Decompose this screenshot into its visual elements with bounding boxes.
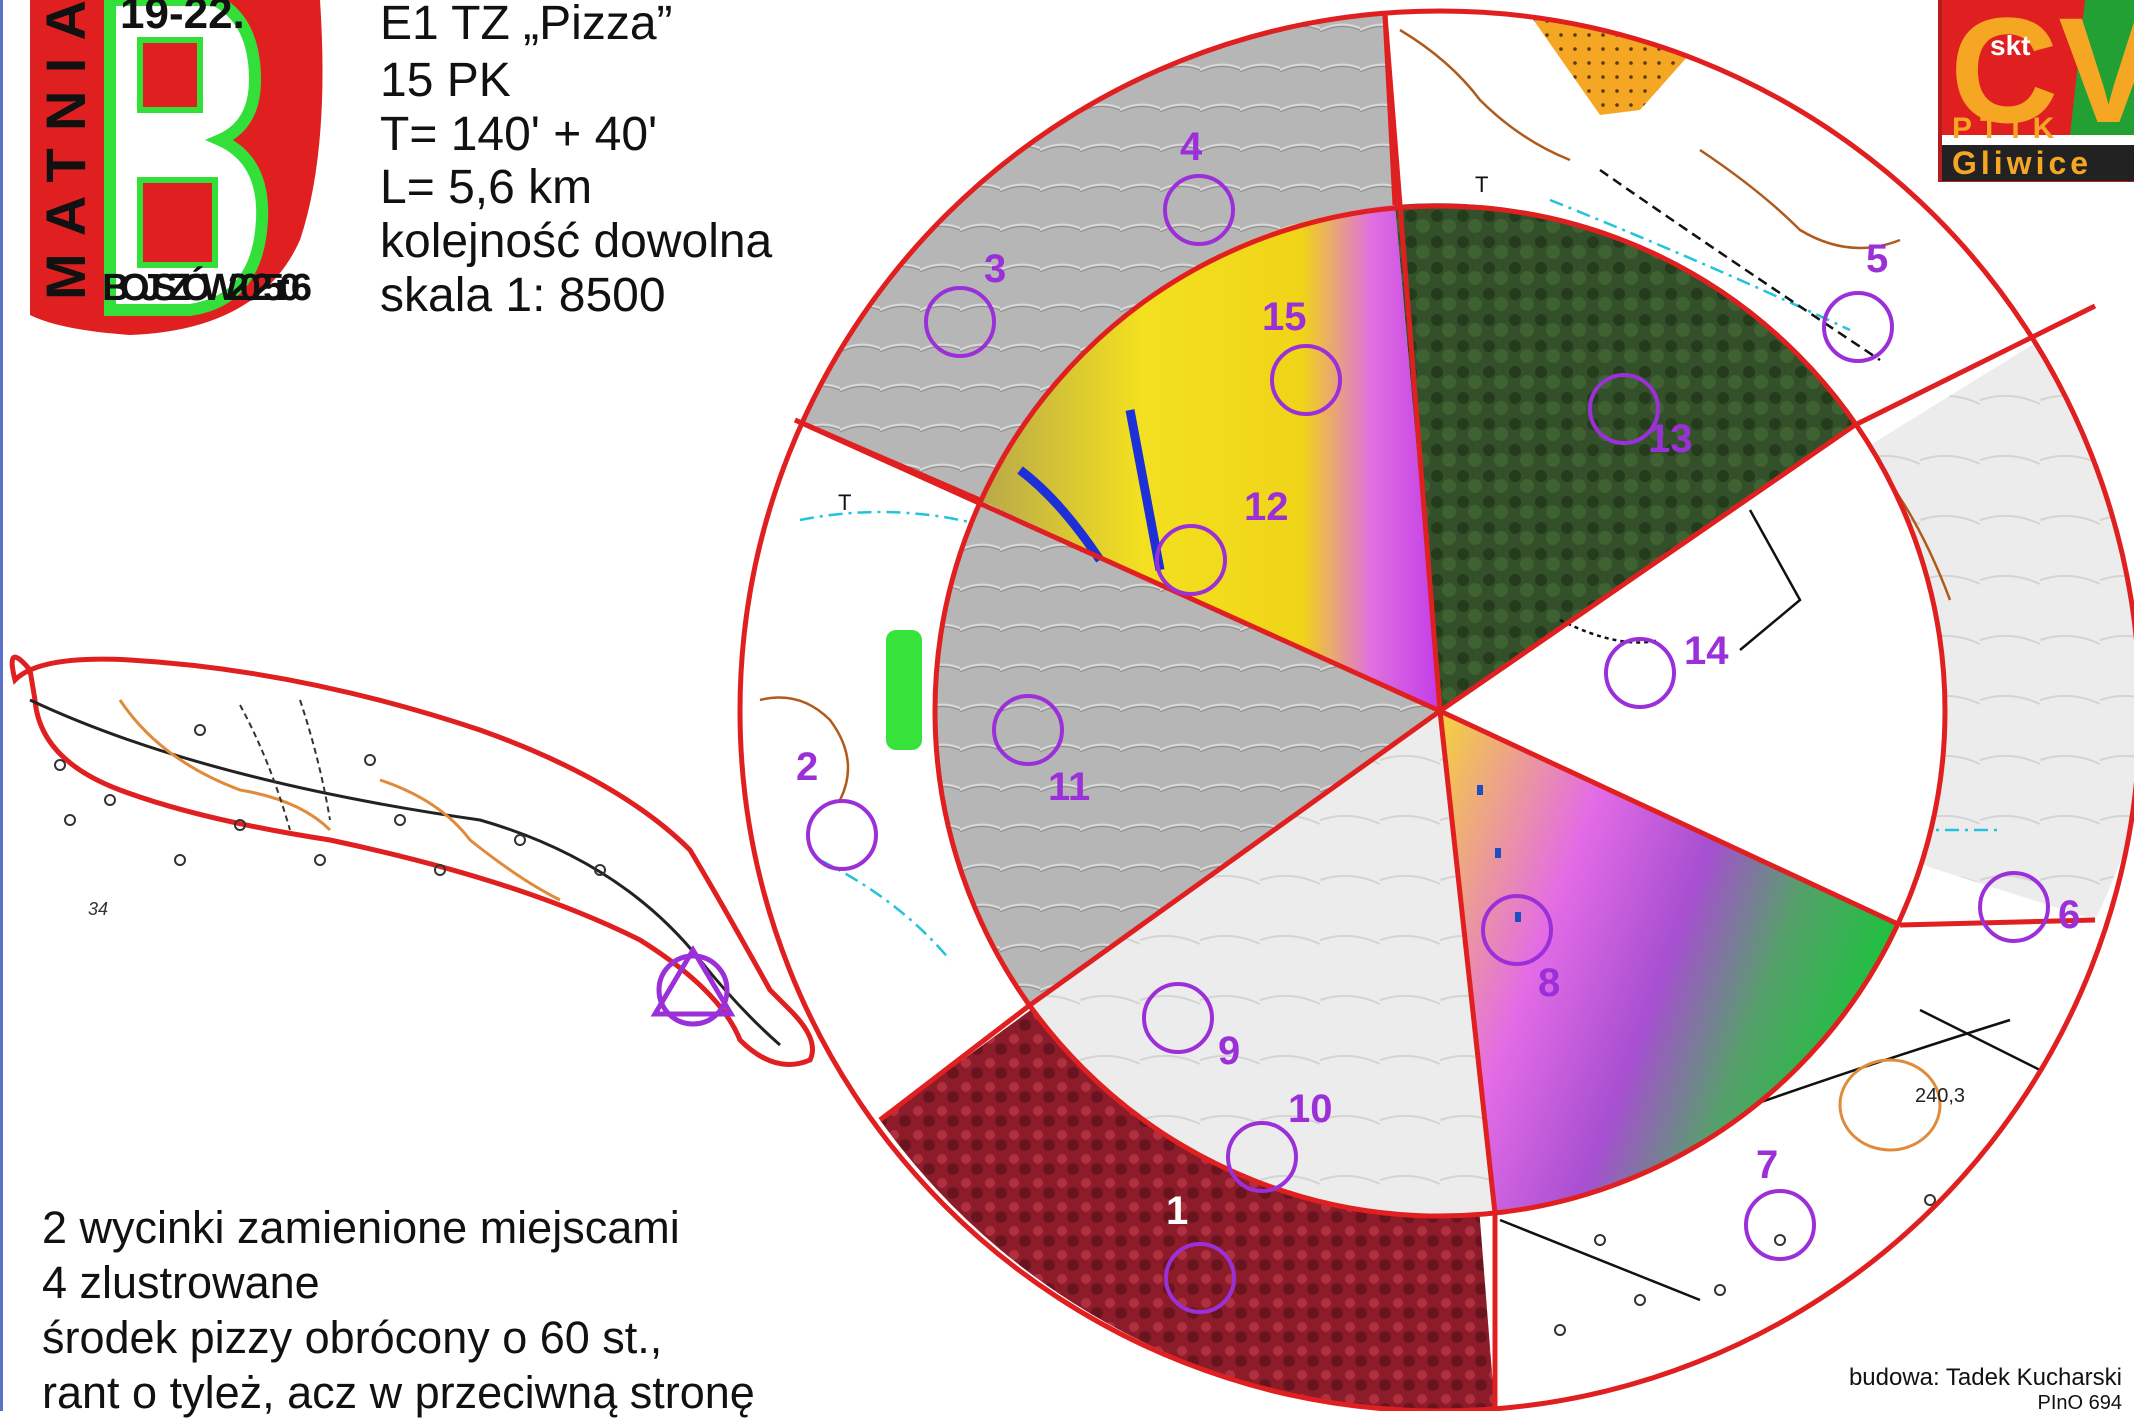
control-count: 15 PK xyxy=(380,54,511,107)
elevation-label: 240,3 xyxy=(1915,1085,1965,1107)
time-limit: T= 140' + 40' xyxy=(380,108,658,161)
control-number: 14 xyxy=(1684,629,1729,673)
control-number: 2 xyxy=(796,745,818,789)
logo-letters: CV xyxy=(1950,0,2134,154)
control-number: 1 xyxy=(1166,1189,1188,1233)
control-number: 15 xyxy=(1262,295,1307,339)
control-number: 10 xyxy=(1288,1087,1333,1131)
control-circle-1 xyxy=(1164,1242,1236,1314)
control-numbers: 1 2 3 4 5 6 7 8 9 10 11 12 13 14 15 xyxy=(796,125,2080,1233)
course-author: budowa: Tadek Kucharski xyxy=(1848,1364,2122,1391)
course-length: L= 5,6 km xyxy=(380,161,593,214)
control-circle-3 xyxy=(924,286,996,358)
start-triangle-icon xyxy=(650,945,736,1027)
logo-arc-text: BOJSZÓW2025r.06 xyxy=(102,265,312,309)
control-number: 7 xyxy=(1756,1143,1778,1187)
control-number: 8 xyxy=(1538,961,1560,1005)
logo-city: Gliwice xyxy=(1952,145,2092,181)
control-number: 13 xyxy=(1648,417,1693,461)
control-circle-10 xyxy=(1226,1121,1298,1193)
control-circle-2 xyxy=(806,799,878,871)
control-circle-15 xyxy=(1270,344,1342,416)
control-circle-8 xyxy=(1481,894,1553,966)
club-logo: CV skt PTTK Gliwice xyxy=(1938,0,2134,182)
frame-edge xyxy=(0,0,3,1411)
pizza-cut-lines xyxy=(737,8,2134,1411)
note-line: 4 zlustrowane xyxy=(42,1257,320,1308)
logo-small-text: skt xyxy=(1990,30,2030,61)
note-line: środek pizzy obrócony o 60 st., xyxy=(42,1312,663,1363)
control-number: 5 xyxy=(1866,237,1888,281)
control-points xyxy=(806,174,2050,1314)
control-circle-14 xyxy=(1604,637,1676,709)
control-number: 9 xyxy=(1218,1029,1240,1073)
control-number: 12 xyxy=(1244,485,1289,529)
handle-map: 34 xyxy=(9,654,815,1067)
logo-org: PTTK xyxy=(1952,112,2062,145)
control-number: 6 xyxy=(2058,893,2080,937)
map-scale: skala 1: 8500 xyxy=(380,269,666,322)
note-line: 2 wycinki zamienione miejscami xyxy=(42,1202,680,1253)
map-symbol-t: T xyxy=(1475,172,1488,197)
control-order: kolejność dowolna xyxy=(380,215,773,268)
course-license: PInO 694 xyxy=(2037,1392,2122,1414)
note-line: rant o tyleż, acz w przeciwną stronę xyxy=(42,1367,755,1418)
control-circle-12 xyxy=(1155,524,1227,596)
logo-date-text: 19-22. xyxy=(120,0,245,38)
control-number: 4 xyxy=(1180,125,1203,169)
control-circle-7 xyxy=(1744,1189,1816,1261)
event-logo: MATNIA 19-22. BOJSZÓW2025r.06 xyxy=(30,0,323,335)
event-title: E1 TZ „Pizza” xyxy=(380,0,673,50)
control-circle-11 xyxy=(992,694,1064,766)
control-number: 11 xyxy=(1048,765,1090,809)
control-number: 3 xyxy=(984,247,1006,291)
control-circle-6 xyxy=(1978,871,2050,943)
control-circle-9 xyxy=(1142,982,1214,1054)
control-circle-4 xyxy=(1163,174,1235,246)
map-symbol-t: T xyxy=(838,490,851,515)
control-circle-13 xyxy=(1588,373,1660,445)
spot-height-label: 34 xyxy=(88,899,108,919)
pizza-center xyxy=(934,203,1947,1216)
control-circle-5 xyxy=(1822,291,1894,363)
